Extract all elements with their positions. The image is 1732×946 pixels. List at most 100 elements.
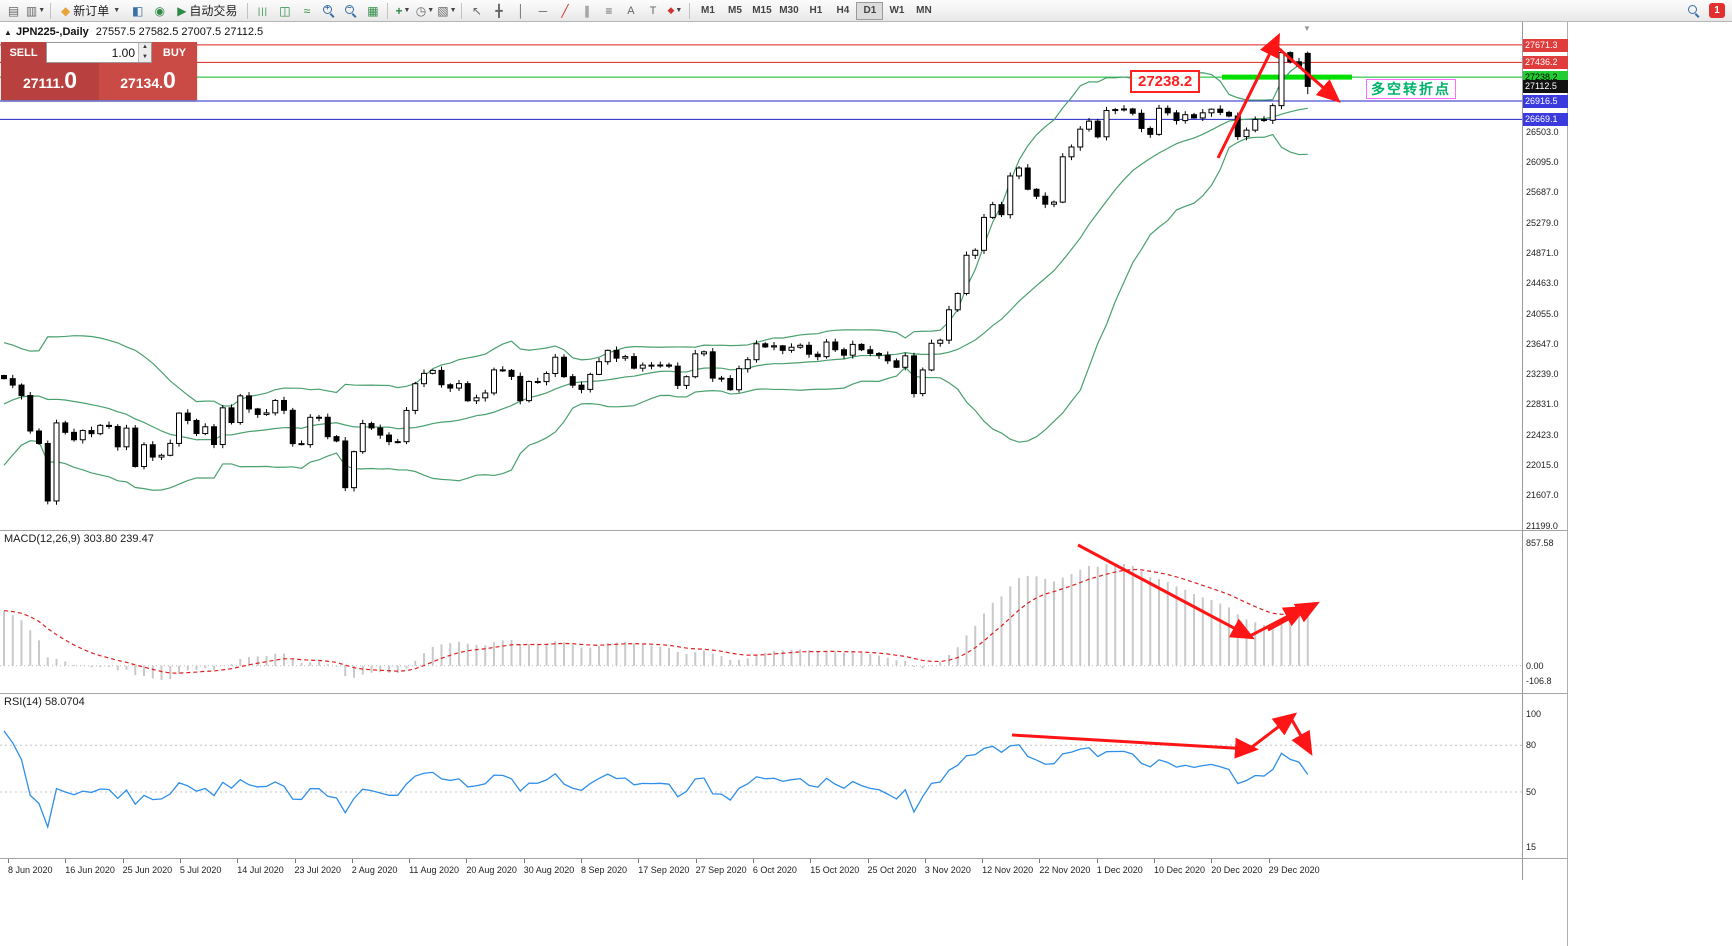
search-icon [1687,4,1700,17]
one-click-toggle-icon[interactable]: ▲ [4,28,12,37]
periods-button[interactable]: ◷ ▼ [414,1,435,20]
pane-separator[interactable] [0,530,1568,531]
profiles-icon: ▥ [25,3,38,18]
shapes-button[interactable]: ◆ ▼ [664,1,685,20]
macd-histogram [3,563,1309,680]
trendline-button[interactable]: ╱ [554,1,575,20]
time-tick [638,859,640,863]
time-tick [122,859,124,863]
price-axis-label: 24871.0 [1526,247,1559,258]
macd-label: MACD(12,26,9) 303.80 239.47 [4,533,154,545]
toolbar-separator [247,2,249,19]
lot-size-input[interactable] [47,43,138,62]
time-axis[interactable]: 8 Jun 2020 16 Jun 2020 25 Jun 2020 5 Jul 20… [0,859,1522,880]
channel-button[interactable]: ∥ [576,1,597,20]
sell-button[interactable]: SELL [1,42,46,63]
navigator-button[interactable]: ◉ [149,1,170,20]
time-tick [1211,859,1213,863]
chart-line-button[interactable]: ≈ [296,1,317,20]
new-chart-button[interactable]: ▤ [3,1,24,20]
time-label: 22 Nov 2020 [1039,865,1091,875]
pane-separator[interactable] [0,693,1568,694]
rsi-label: RSI(14) 58.0704 [4,696,85,708]
horizontal-level-lines [0,44,1522,120]
fibonacci-button[interactable]: ≡ [598,1,619,20]
timeframe-button-H4[interactable]: H4 [829,2,856,20]
macd-pane[interactable] [0,531,1522,693]
templates-button[interactable]: ▧ ▼ [436,1,457,20]
time-tick [294,859,296,863]
price-axis[interactable]: 26503.0 26095.0 25687.0 25279.0 24871.0 24463… [1523,22,1568,531]
new-order-button[interactable]: ◆ 新订单 ▼ [55,1,126,20]
time-tick [1154,859,1155,863]
price-axis-label: 25687.0 [1526,187,1559,198]
chart-shift-marker[interactable]: ▼ [1303,24,1311,33]
rsi-pane[interactable] [0,694,1522,858]
time-tick [695,859,697,863]
stepper-up-icon[interactable]: ▲ [139,43,151,53]
cursor-button[interactable]: ↖ [466,1,487,20]
price-tag: 26669.1 [1523,113,1568,127]
navigator-icon: ◉ [154,3,165,18]
stepper-down-icon[interactable]: ▼ [139,52,151,62]
tile-windows-button[interactable]: ▦ [362,1,383,20]
price-axis-label: 22423.0 [1526,429,1559,440]
search-button[interactable] [1683,1,1704,20]
timeframe-button-MN[interactable]: MN [910,2,937,20]
chart-candles-button[interactable]: ◫ [274,1,295,20]
buy-price[interactable]: 27134. 0 [99,63,197,100]
timeframe-button-D1[interactable]: D1 [856,1,884,20]
chevron-down-icon: ▼ [427,7,435,14]
time-label: 16 Jun 2020 [65,865,115,875]
label-tool-button[interactable]: T [642,1,663,20]
sell-price[interactable]: 27111. 0 [1,63,99,100]
profiles-button[interactable]: ▥ ▼ [25,1,46,20]
crosshair-button[interactable]: ╋ [488,1,509,20]
lot-size-field: ▲ ▼ [46,42,152,63]
text-icon: A [627,4,635,17]
timeframe-button-M30[interactable]: M30 [775,2,802,20]
zoom-in-button[interactable]: + [318,1,339,20]
timeframe-button-M1[interactable]: M1 [694,2,721,20]
price-axis-label: 24055.0 [1526,308,1559,319]
buy-button[interactable]: BUY [152,42,197,63]
trade-panel-price-row: 27111. 0 27134. 0 [1,63,197,100]
text-tool-button[interactable]: A [620,1,641,20]
chart-bars-button[interactable]: ||| [252,1,273,20]
timeframe-button-H1[interactable]: H1 [802,2,829,20]
time-tick [810,859,812,863]
time-tick [65,859,67,863]
crosshair-icon: ╋ [495,3,503,18]
chevron-down-icon: ▼ [449,7,457,14]
rsi-line [3,730,1309,830]
notification-badge[interactable]: 1 [1709,3,1725,18]
horizontal-line-button[interactable]: ─ [532,1,553,20]
price-axis-label: 23647.0 [1526,338,1559,349]
label-icon: T [649,4,657,17]
indicators-button[interactable]: + ▼ [392,1,413,20]
time-label: 20 Dec 2020 [1211,865,1263,875]
level-price-label[interactable]: 27238.2 [1130,70,1201,93]
vertical-line-button[interactable]: │ [510,1,531,20]
price-chart-pane[interactable] [0,22,1522,530]
autotrading-button[interactable]: ▶ 自动交易 [171,1,243,20]
timeframe-button-M5[interactable]: M5 [721,2,748,20]
chevron-down-icon: ▼ [38,7,46,14]
buy-price-small: 27134. [120,75,164,91]
price-axis-label: 21199.0 [1526,520,1558,531]
price-tag: 27671.3 [1523,38,1568,52]
shapes-icon: ◆ [667,5,675,15]
bollinger-bands [3,61,1308,491]
time-label: 29 Dec 2020 [1268,865,1320,875]
turning-point-label[interactable]: 多空转折点 [1366,79,1456,99]
time-label: 10 Dec 2020 [1154,865,1206,875]
tile-windows-icon: ▦ [367,3,379,18]
macd-axis: 857.58 0.00 -106.8 [1523,531,1568,693]
market-watch-button[interactable]: ◧ [127,1,148,20]
timeframe-button-M15[interactable]: M15 [748,2,775,20]
vertical-line-icon: │ [517,3,525,18]
timeframe-button-W1[interactable]: W1 [883,2,910,20]
time-tick [581,859,582,863]
zoom-out-icon: − [344,3,357,17]
zoom-out-button[interactable]: − [340,1,361,20]
